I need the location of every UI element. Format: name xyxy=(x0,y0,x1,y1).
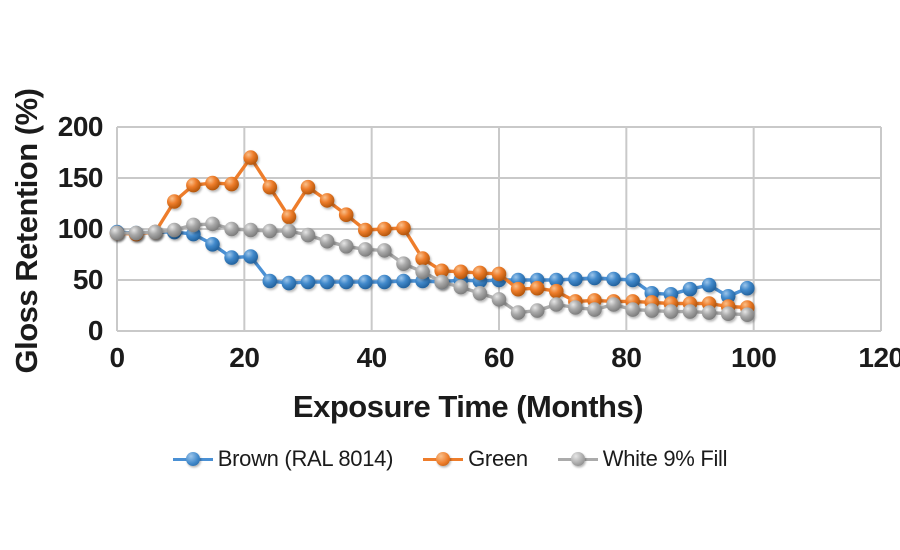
y-tick-label: 50 xyxy=(72,264,104,295)
x-tick-label: 0 xyxy=(109,342,125,373)
x-tick-label: 80 xyxy=(611,342,642,373)
x-axis-title: Exposure Time (Months) xyxy=(292,389,644,424)
legend: Brown (RAL 8014) Green White 9% Fill xyxy=(0,446,900,472)
y-tick-label: 200 xyxy=(57,111,104,142)
line-marker-swatch-white xyxy=(557,452,598,466)
y-tick-label: 0 xyxy=(87,315,104,346)
legend-item-white: White 9% Fill xyxy=(557,446,728,472)
y-tick-label: 150 xyxy=(57,162,104,193)
line-marker-swatch-brown xyxy=(172,452,213,466)
line-marker-swatch-green xyxy=(423,452,464,466)
legend-label: White 9% Fill xyxy=(602,446,728,471)
data-series xyxy=(109,150,755,323)
x-tick-label: 60 xyxy=(483,342,515,373)
x-tick-label: 20 xyxy=(229,342,260,373)
legend-item-brown: Brown (RAL 8014) xyxy=(172,446,394,472)
legend-label: Brown (RAL 8014) xyxy=(217,446,394,471)
x-tick-label: 120 xyxy=(858,342,900,373)
x-tick-label: 40 xyxy=(356,342,388,373)
x-tick-label: 100 xyxy=(731,342,777,373)
legend-label: Green xyxy=(468,446,528,471)
y-tick-label: 100 xyxy=(57,213,104,244)
y-axis-title: Gloss Retention (%) xyxy=(9,88,44,374)
series-2 xyxy=(109,216,755,323)
legend-item-green: Green xyxy=(423,446,528,472)
